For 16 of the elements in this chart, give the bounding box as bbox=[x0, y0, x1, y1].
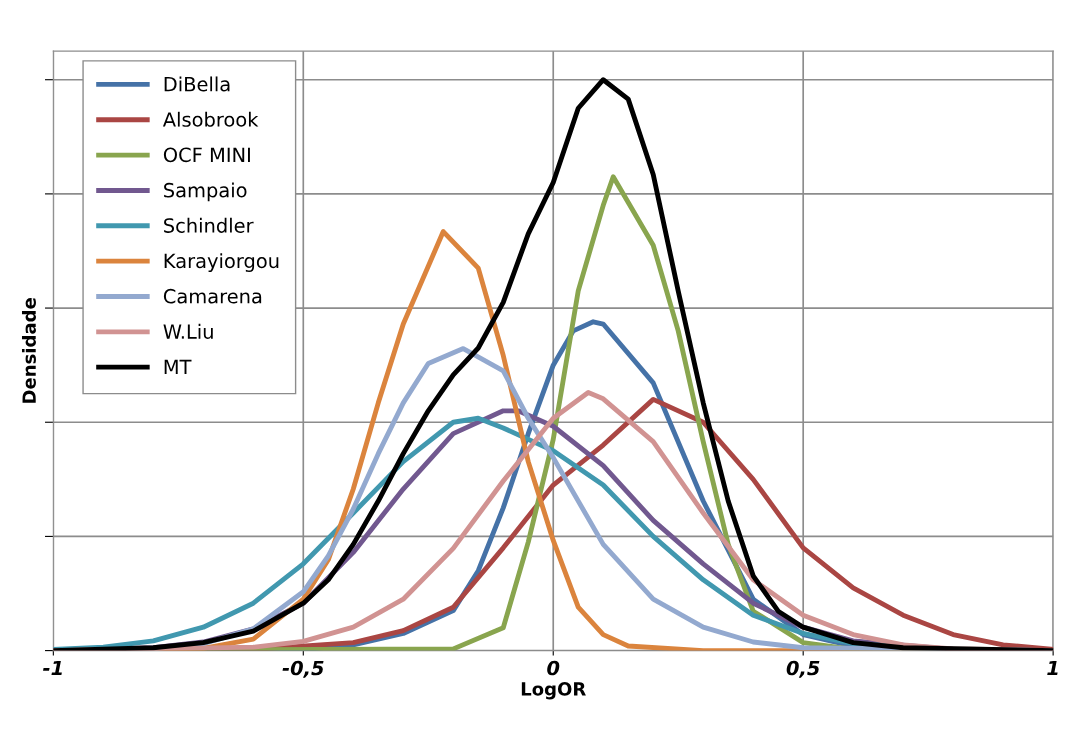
x-axis-title: LogOR bbox=[521, 682, 586, 700]
legend-label: OCF MINI bbox=[163, 147, 250, 163]
legend-label: Schindler bbox=[164, 217, 254, 233]
legend-label: W.Liu bbox=[163, 323, 213, 339]
legend-label: Sampaio bbox=[164, 182, 247, 202]
x-tick-label: 0 bbox=[547, 660, 560, 676]
legend-label: MT bbox=[164, 359, 192, 374]
legend-label: DiBella bbox=[164, 76, 230, 92]
x-tick-label: -1 bbox=[43, 660, 62, 676]
legend-label: Karayiorgou bbox=[164, 253, 279, 272]
x-tick-label: 1 bbox=[1047, 660, 1058, 676]
legend-label: Alsobrook bbox=[162, 111, 259, 127]
y-axis-title: Densidade bbox=[21, 298, 36, 403]
legend-label: Camarena bbox=[163, 288, 262, 304]
x-tick-label: -0,5 bbox=[282, 660, 324, 678]
x-tick-label: 0,5 bbox=[786, 660, 820, 678]
